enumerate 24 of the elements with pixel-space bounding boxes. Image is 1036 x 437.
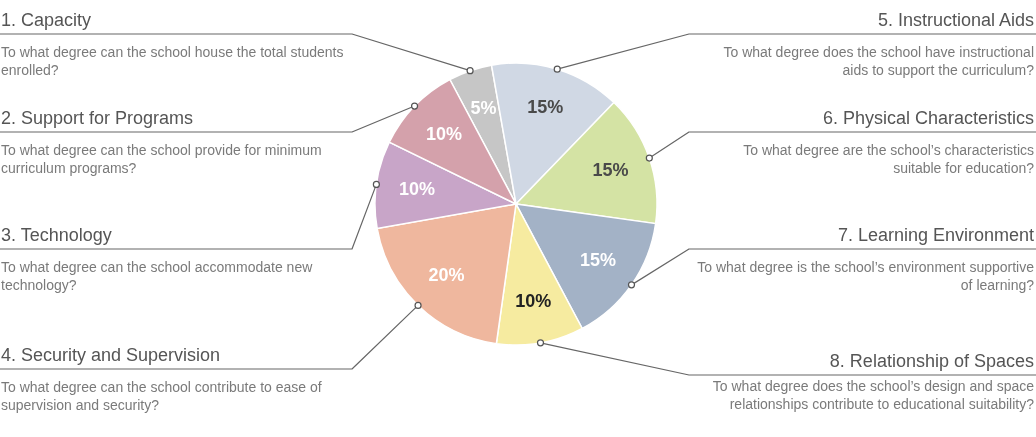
- slice-label: 5. Instructional Aids: [877, 10, 1034, 30]
- text: To what degree does the school’s design and space relationships contribute to educational suitability?: [712, 378, 1035, 412]
- data-label: 10%: [515, 291, 552, 312]
- data-label: 5%: [470, 98, 497, 119]
- text: To what degree can the school accommodate new technology?: [1, 259, 314, 293]
- slice-label: 1. Capacity: [1, 10, 92, 30]
- text: To what degree is the school’s environment supportive of learning?: [697, 259, 1035, 293]
- slice-label: 6. Physical Characteristics: [822, 108, 1034, 128]
- slice-label: 3. Technology: [1, 225, 112, 245]
- data-label: 20%: [428, 264, 465, 285]
- data-label: 15%: [527, 97, 564, 118]
- data-label: 15%: [579, 250, 616, 271]
- slice-label: 4. Security and Supervision: [1, 345, 221, 365]
- slice-label: 8. Relationship of Spaces: [829, 351, 1034, 371]
- text: To what degree can the school house the total students enrolled?: [1, 44, 344, 78]
- text: To what degree can the school contribute to ease of supervision and security?: [1, 379, 322, 413]
- data-label: 10%: [398, 179, 435, 200]
- text: To what degree can the school provide for minimum curriculum programs?: [1, 142, 322, 176]
- data-label: 10%: [426, 123, 463, 144]
- data-label: 15%: [592, 160, 629, 181]
- text: To what degree does the school have instructional aids to support the curriculum?: [723, 44, 1035, 78]
- slice-label: 2. Support for Programs: [1, 108, 194, 128]
- slice-label: 7. Learning Environment: [837, 225, 1034, 245]
- text: To what degree are the school’s characteristics suitable for education?: [743, 142, 1035, 176]
